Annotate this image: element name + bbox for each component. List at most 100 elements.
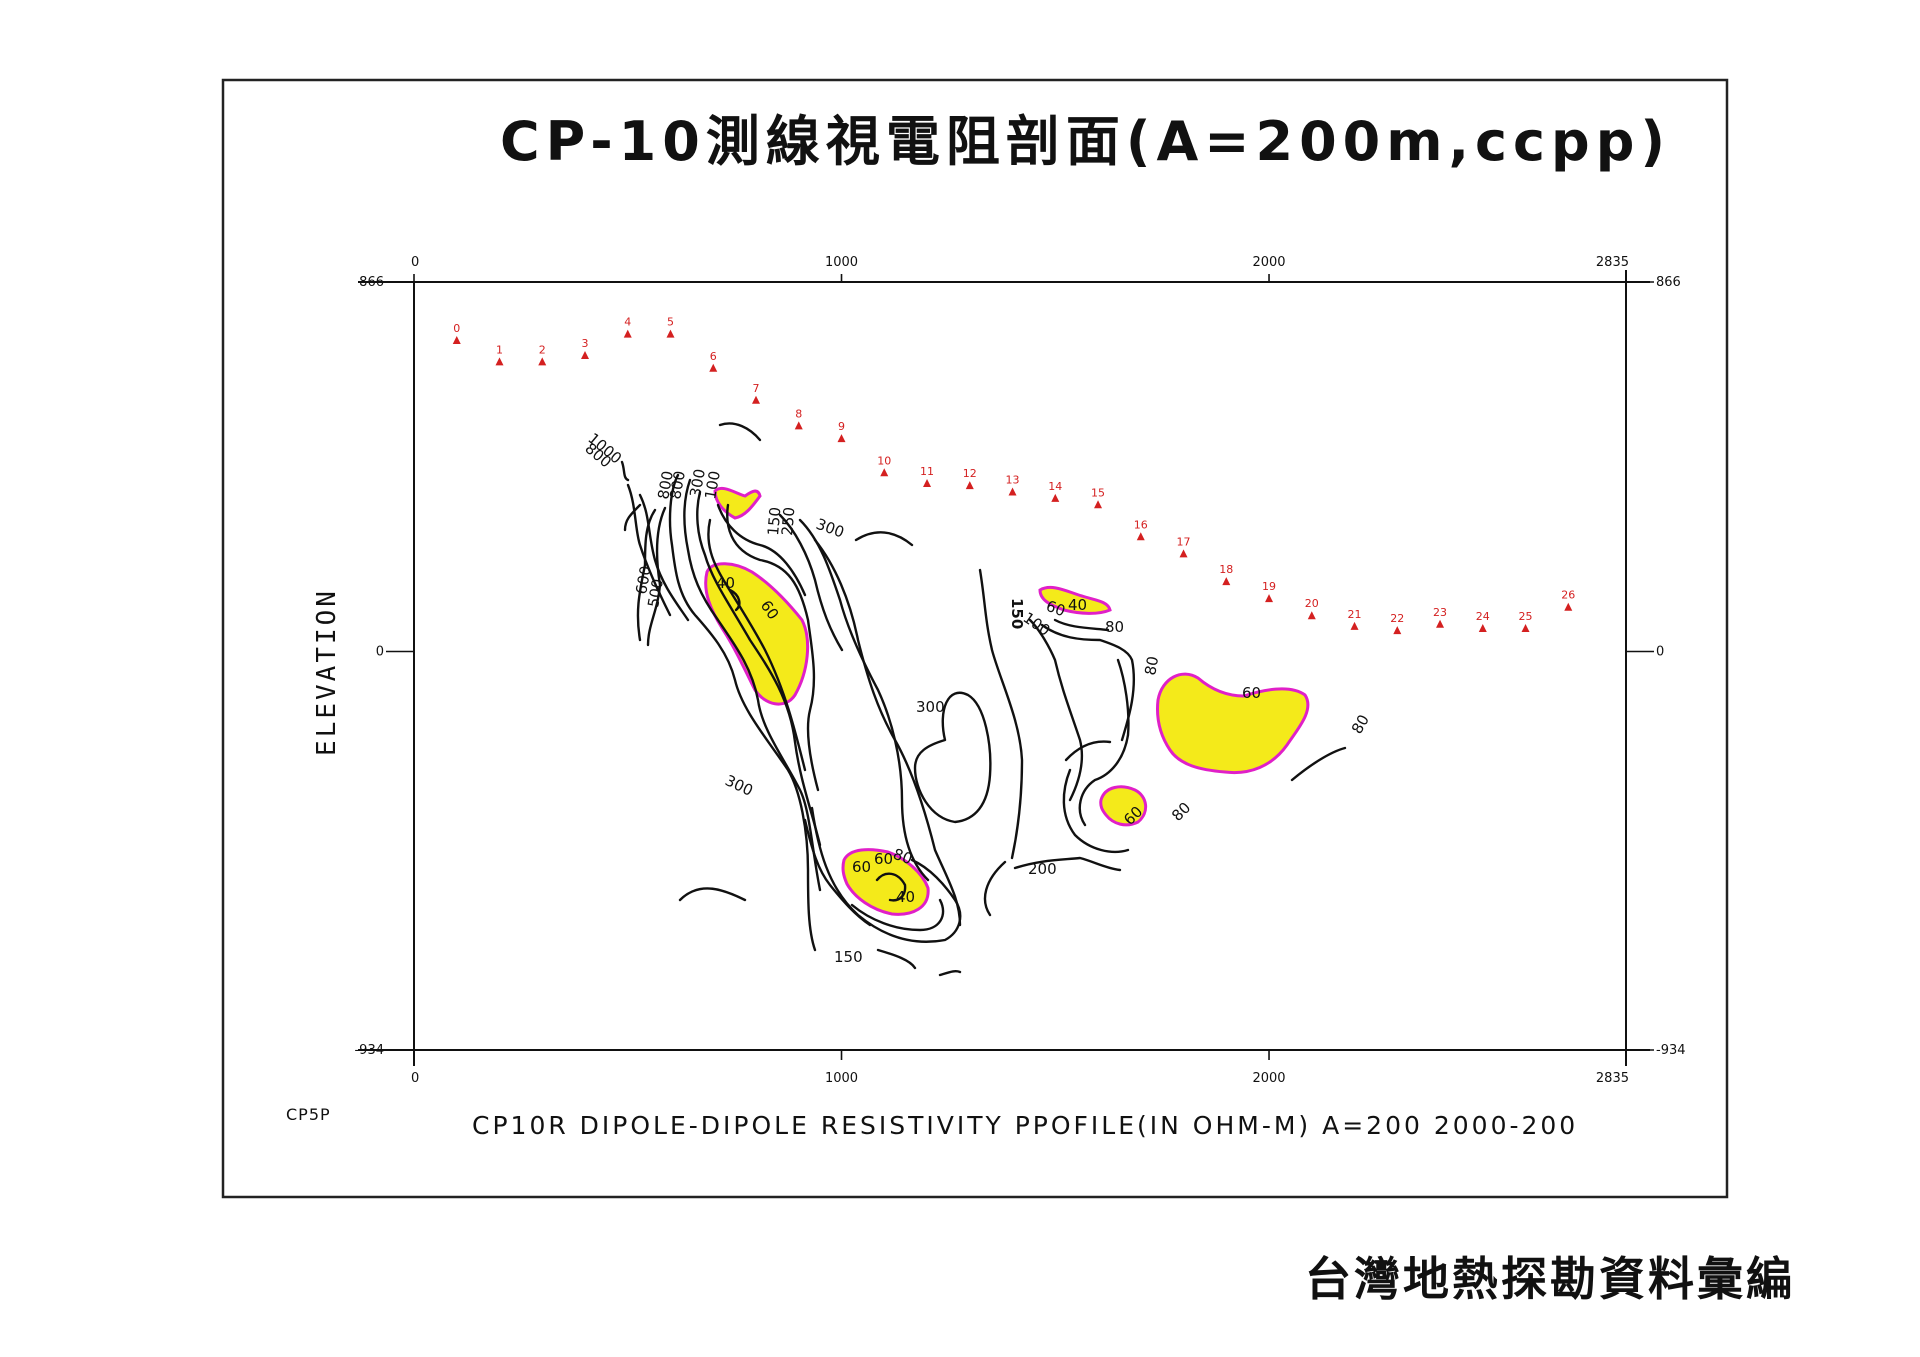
electrode-marker	[1008, 487, 1017, 496]
contour-label: 80	[1348, 711, 1373, 737]
contour-label: 500	[644, 577, 667, 608]
electrode-label: 1	[496, 343, 503, 356]
electrode-marker	[452, 336, 461, 345]
contour-label: 200	[1028, 860, 1057, 878]
electrode-label: 12	[963, 467, 977, 480]
contour-label: 40	[1068, 596, 1087, 614]
contour-label: 250	[778, 506, 798, 536]
contour-label: 800	[666, 469, 689, 500]
electrode-marker	[709, 363, 718, 372]
x-tick-label-bottom: 2000	[1252, 1071, 1285, 1086]
electrode-marker	[495, 357, 504, 366]
y-axis-label: ELEVATION	[312, 588, 342, 756]
footer-title: 台灣地熱探勘資料彙編	[1305, 1252, 1795, 1306]
x-tick-label-top: 2000	[1252, 255, 1285, 270]
electrode-label: 16	[1134, 518, 1148, 531]
x-tick-label-top: 0	[411, 255, 419, 270]
electrode-label: 19	[1262, 580, 1276, 593]
electrode-label: 18	[1219, 563, 1233, 576]
electrode-marker	[1478, 624, 1487, 633]
electrode-marker	[1051, 493, 1060, 502]
electrode-marker	[1564, 602, 1573, 611]
low-zone-upper-right-sliver	[1038, 585, 1112, 615]
figure-title: CP-10測線視電阻剖面(A=200m,ccpp)	[500, 110, 1671, 173]
contour-label: 40	[896, 888, 915, 906]
electrode-label: 5	[667, 316, 674, 329]
x-tick-label-bottom: 0	[411, 1071, 419, 1086]
contour-label: 60	[874, 850, 893, 868]
electrode-label: 25	[1519, 610, 1533, 623]
electrode-label: 21	[1348, 608, 1362, 621]
figure-frame	[221, 78, 1729, 1199]
electrode-label: 2	[539, 343, 546, 356]
electrode-label: 26	[1561, 589, 1575, 602]
electrode-label: 24	[1476, 610, 1490, 623]
contour-label: 60	[1044, 597, 1068, 620]
x-tick-label-top: 2835	[1596, 255, 1629, 270]
contour-label: 600	[632, 564, 655, 595]
contour-label: 300	[722, 771, 756, 799]
electrode-marker	[965, 481, 974, 490]
electrode-marker	[752, 395, 761, 404]
low-zone-right-large	[1156, 672, 1310, 775]
y-tick-label-left: 0	[376, 644, 384, 659]
x-tick-label-top: 1000	[825, 255, 858, 270]
contour-label: 60	[1242, 684, 1261, 702]
contour-label: 300	[686, 467, 709, 498]
electrode-label: 17	[1177, 535, 1191, 548]
electrode-label: 7	[753, 382, 760, 395]
low-resistivity-zones	[704, 486, 1310, 916]
contour-lines	[620, 422, 1347, 977]
x-tick-label-bottom: 1000	[825, 1071, 858, 1086]
electrode-label: 3	[582, 337, 589, 350]
y-tick-label-right: 0	[1656, 644, 1664, 659]
electrode-marker	[1179, 549, 1188, 558]
electrode-label: 20	[1305, 597, 1319, 610]
contour-label: 60	[852, 858, 871, 876]
y-tick-label-left: 866	[359, 275, 384, 290]
contour-label: 80	[1141, 655, 1162, 677]
electrode-label: 13	[1006, 473, 1020, 486]
electrode-marker	[581, 350, 590, 359]
electrode-label: 22	[1390, 612, 1404, 625]
contour-label: 300	[916, 698, 945, 716]
contour-label: 80	[1168, 799, 1194, 825]
electrode-marker	[1136, 532, 1145, 541]
electrode-label: 8	[795, 407, 802, 420]
contour-label: 80	[891, 845, 915, 868]
y-tick-label-right: -934	[1656, 1043, 1686, 1058]
electrode-label: 15	[1091, 486, 1105, 499]
electrode-marker	[837, 434, 846, 443]
electrode-label: 11	[920, 465, 934, 478]
contour-label: 150	[834, 948, 863, 966]
electrode-marker	[1521, 624, 1530, 633]
electrode-marker	[666, 329, 675, 338]
x-tick-label-bottom: 2835	[1596, 1071, 1629, 1086]
contour-value-labels: 1000 800 800 800 300 100 150 250 300 600…	[581, 429, 1373, 966]
electrode-label: 0	[453, 322, 460, 335]
electrode-label: 14	[1048, 480, 1062, 493]
electrode-marker	[1222, 577, 1231, 586]
contour-label: 100	[701, 469, 724, 500]
low-zone-right-small	[1099, 785, 1147, 827]
electrode-marker	[1436, 619, 1445, 628]
electrode-label: 10	[877, 454, 891, 467]
electrode-label: 4	[624, 316, 631, 329]
profile-caption: CP10R DIPOLE-DIPOLE RESISTIVITY PPOFILE(…	[472, 1111, 1578, 1140]
contour-label: 80	[1105, 618, 1124, 636]
y-tick-label-right: 866	[1656, 275, 1681, 290]
contour-label: 800	[654, 469, 677, 500]
electrode-marker	[1307, 611, 1316, 620]
electrode-marker	[623, 329, 632, 338]
electrode-marker	[1393, 626, 1402, 635]
low-zone-bottom	[841, 848, 930, 916]
electrode-marker	[1265, 594, 1274, 603]
y-tick-label-left: -934	[354, 1043, 384, 1058]
contour-label: 300	[814, 515, 847, 542]
electrode-marker	[794, 421, 803, 430]
electrode-marker	[923, 478, 932, 487]
